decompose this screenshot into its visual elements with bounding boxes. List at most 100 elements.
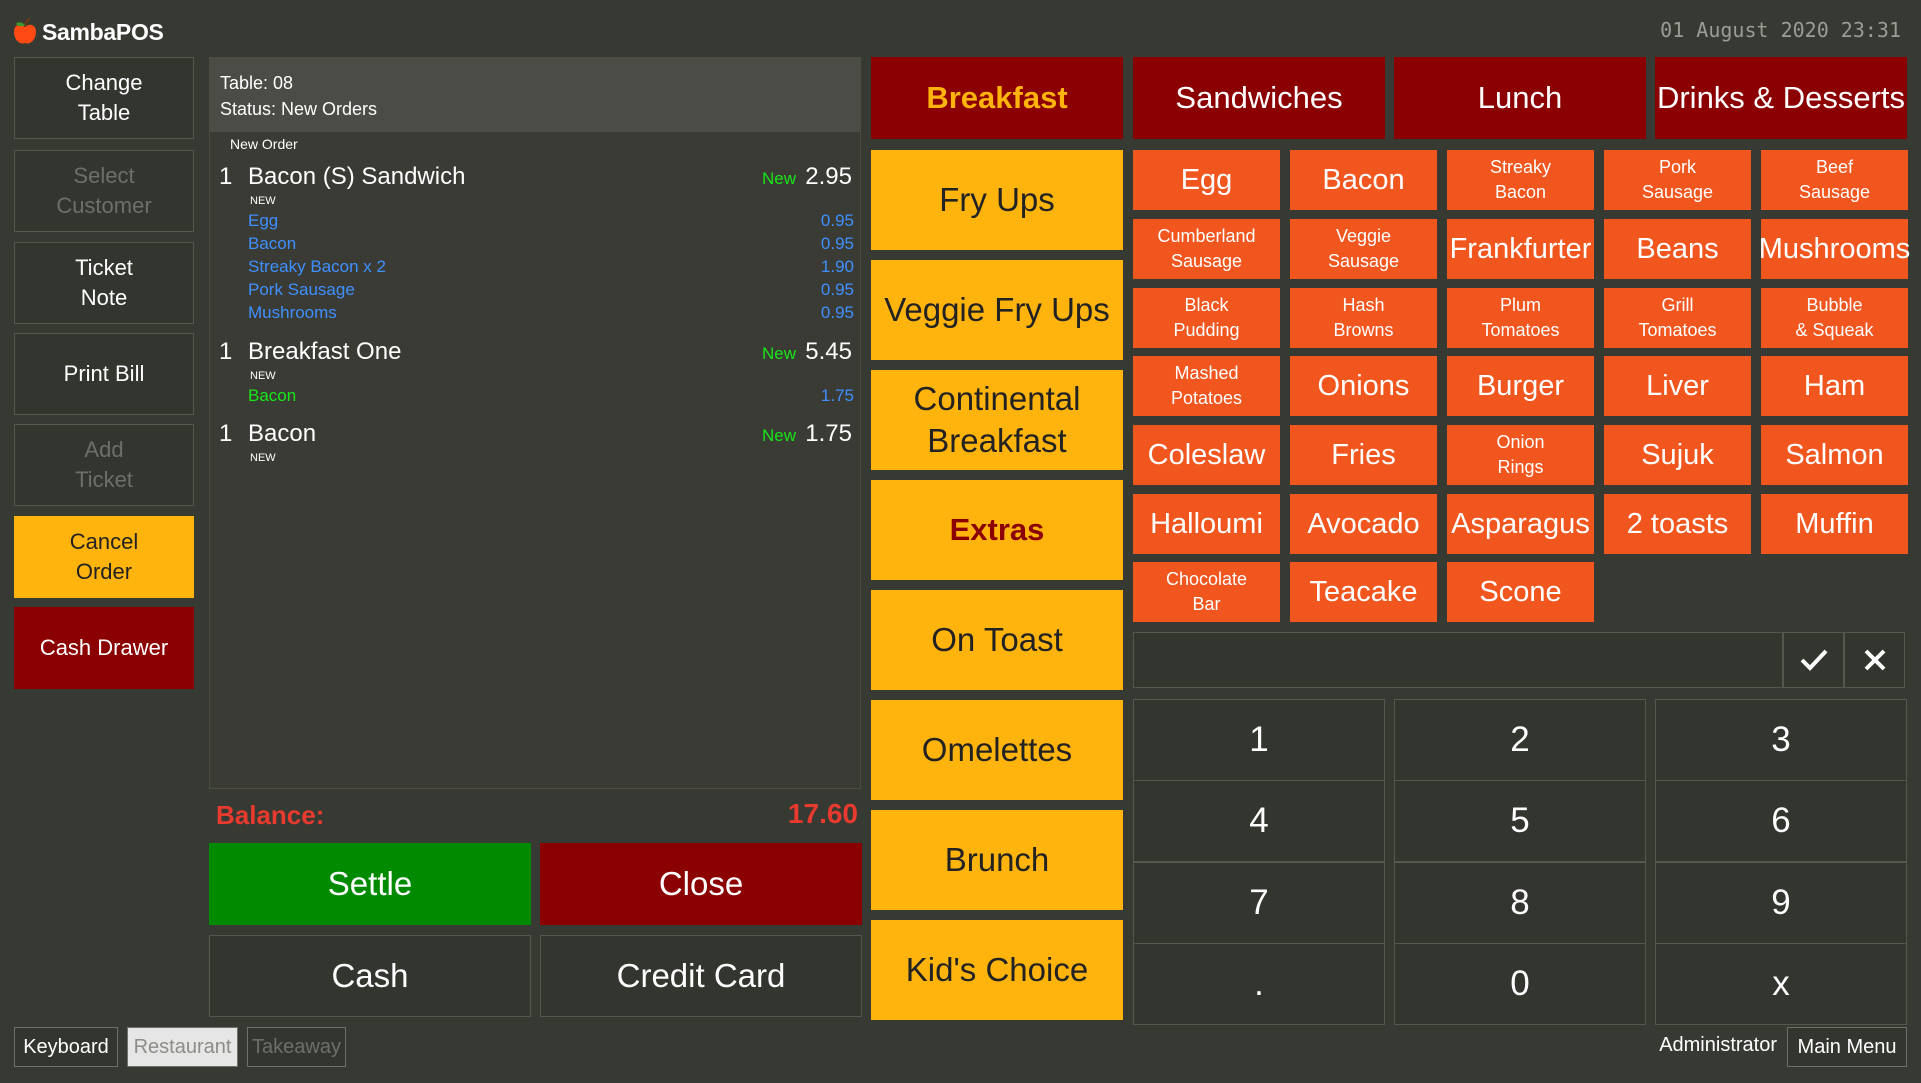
product-bacon[interactable]: Bacon — [1290, 150, 1437, 210]
order-tag: NEW — [250, 195, 276, 207]
product-chocolate-bar[interactable]: Chocolate Bar — [1133, 562, 1280, 622]
product-asparagus[interactable]: Asparagus — [1447, 494, 1594, 554]
numpad-key-4[interactable]: 4 — [1133, 780, 1385, 862]
product-coleslaw[interactable]: Coleslaw — [1133, 425, 1280, 485]
product-teacake[interactable]: Teacake — [1290, 562, 1437, 622]
restaurant-department-button[interactable]: Restaurant — [127, 1027, 238, 1067]
product-scone[interactable]: Scone — [1447, 562, 1594, 622]
order-modifier: Bacon 0.95 — [248, 234, 854, 257]
tab-drinks-desserts[interactable]: Drinks & Desserts — [1655, 57, 1907, 139]
close-icon — [1864, 649, 1885, 671]
apple-logo-icon — [14, 18, 36, 44]
category-omelettes[interactable]: Omelettes — [871, 700, 1123, 800]
category-kids-choice[interactable]: Kid's Choice — [871, 920, 1123, 1020]
app-brand: SambaPOS — [42, 18, 164, 45]
product-liver[interactable]: Liver — [1604, 356, 1751, 416]
product-plum-tomatoes[interactable]: Plum Tomatoes — [1447, 288, 1594, 348]
category-extras[interactable]: Extras — [871, 480, 1123, 580]
modifier-name: Mushrooms — [248, 303, 337, 322]
product-black-pudding[interactable]: Black Pudding — [1133, 288, 1280, 348]
product-fries[interactable]: Fries — [1290, 425, 1437, 485]
product-mushrooms[interactable]: Mushrooms — [1759, 219, 1910, 279]
product-burger[interactable]: Burger — [1447, 356, 1594, 416]
order-modifier: Egg 0.95 — [248, 211, 854, 234]
numpad-key-7[interactable]: 7 — [1133, 862, 1385, 944]
numpad-key-0[interactable]: 0 — [1394, 943, 1646, 1025]
product-pork-sausage[interactable]: Pork Sausage — [1604, 150, 1751, 210]
ticket-note-button[interactable]: Ticket Note — [14, 242, 194, 324]
product-beef-sausage[interactable]: Beef Sausage — [1761, 150, 1908, 210]
tab-breakfast[interactable]: Breakfast — [871, 57, 1123, 139]
modifier-price: 0.95 — [820, 234, 854, 253]
datetime: 01 August 2020 23:31 — [1660, 18, 1901, 42]
order-modifier: Streaky Bacon x 2 1.90 — [248, 257, 854, 280]
numpad-key-1[interactable]: 1 — [1133, 699, 1385, 781]
select-customer-button[interactable]: Select Customer — [14, 150, 194, 232]
category-continental-breakfast[interactable]: Continental Breakfast — [871, 370, 1123, 470]
close-button[interactable]: Close — [540, 843, 862, 925]
category-fry-ups[interactable]: Fry Ups — [871, 150, 1123, 250]
numpad-key-9[interactable]: 9 — [1655, 862, 1907, 944]
numpad-key-multiply[interactable]: x — [1655, 943, 1907, 1025]
tab-sandwiches[interactable]: Sandwiches — [1133, 57, 1385, 139]
order-line[interactable]: 1 Bacon (S) Sandwich New 2.95 NEW Egg 0.… — [210, 163, 860, 363]
tab-lunch[interactable]: Lunch — [1394, 57, 1646, 139]
cash-drawer-button[interactable]: Cash Drawer — [14, 607, 194, 689]
product-onions[interactable]: Onions — [1290, 356, 1437, 416]
modifier-name: Bacon — [248, 234, 297, 253]
product-hash-browns[interactable]: Hash Browns — [1290, 288, 1437, 348]
add-ticket-button[interactable]: Add Ticket — [14, 424, 194, 506]
product-2-toasts[interactable]: 2 toasts — [1604, 494, 1751, 554]
ticket-status: Status: New Orders — [220, 99, 378, 119]
logged-in-user: Administrator — [1659, 1034, 1777, 1056]
product-egg[interactable]: Egg — [1133, 150, 1280, 210]
order-name: Bacon — [248, 420, 317, 447]
product-bubble-squeak[interactable]: Bubble & Squeak — [1761, 288, 1908, 348]
confirm-button[interactable] — [1783, 632, 1844, 688]
category-veggie-fry-ups[interactable]: Veggie Fry Ups — [871, 260, 1123, 360]
product-onion-rings[interactable]: Onion Rings — [1447, 425, 1594, 485]
numpad-input[interactable] — [1133, 632, 1783, 688]
numpad-key-8[interactable]: 8 — [1394, 862, 1646, 944]
category-on-toast[interactable]: On Toast — [871, 590, 1123, 690]
order-status: New — [761, 344, 796, 363]
product-ham[interactable]: Ham — [1761, 356, 1908, 416]
numpad-key-2[interactable]: 2 — [1394, 699, 1646, 781]
order-tag: NEW — [250, 452, 276, 464]
settle-button[interactable]: Settle — [209, 843, 531, 925]
order-line[interactable]: 1 Breakfast One New 5.45 NEW Bacon 1.75 — [210, 338, 860, 418]
modifier-price: 0.95 — [820, 303, 854, 322]
order-line[interactable]: 1 Bacon New 1.75 NEW — [210, 420, 860, 470]
modifier-price: 0.95 — [820, 280, 854, 299]
product-muffin[interactable]: Muffin — [1761, 494, 1908, 554]
product-sujuk[interactable]: Sujuk — [1604, 425, 1751, 485]
order-qty: 1 — [219, 338, 233, 365]
cash-button[interactable]: Cash — [209, 935, 531, 1017]
product-beans[interactable]: Beans — [1604, 219, 1751, 279]
numpad-key-3[interactable]: 3 — [1655, 699, 1907, 781]
print-bill-button[interactable]: Print Bill — [14, 333, 194, 415]
numpad-key-5[interactable]: 5 — [1394, 780, 1646, 862]
change-table-button[interactable]: Change Table — [14, 57, 194, 139]
product-cumberland-sausage[interactable]: Cumberland Sausage — [1133, 219, 1280, 279]
credit-card-button[interactable]: Credit Card — [540, 935, 862, 1017]
product-halloumi[interactable]: Halloumi — [1133, 494, 1280, 554]
cancel-order-button[interactable]: Cancel Order — [14, 516, 194, 598]
numpad-key-dot[interactable]: . — [1133, 943, 1385, 1025]
takeaway-department-button[interactable]: Takeaway — [247, 1027, 346, 1067]
product-avocado[interactable]: Avocado — [1290, 494, 1437, 554]
ticket-header: Table: 08 Status: New Orders — [210, 58, 860, 132]
keyboard-button[interactable]: Keyboard — [14, 1027, 118, 1067]
category-brunch[interactable]: Brunch — [871, 810, 1123, 910]
numpad-key-6[interactable]: 6 — [1655, 780, 1907, 862]
clear-button[interactable] — [1844, 632, 1905, 688]
product-streaky-bacon[interactable]: Streaky Bacon — [1447, 150, 1594, 210]
product-mashed-potatoes[interactable]: Mashed Potatoes — [1133, 356, 1280, 416]
product-grill-tomatoes[interactable]: Grill Tomatoes — [1604, 288, 1751, 348]
product-salmon[interactable]: Salmon — [1761, 425, 1908, 485]
modifier-price: 1.75 — [820, 386, 854, 405]
product-frankfurter[interactable]: Frankfurter — [1447, 219, 1594, 279]
order-modifier: Pork Sausage 0.95 — [248, 280, 854, 303]
product-veggie-sausage[interactable]: Veggie Sausage — [1290, 219, 1437, 279]
main-menu-button[interactable]: Main Menu — [1787, 1027, 1907, 1067]
